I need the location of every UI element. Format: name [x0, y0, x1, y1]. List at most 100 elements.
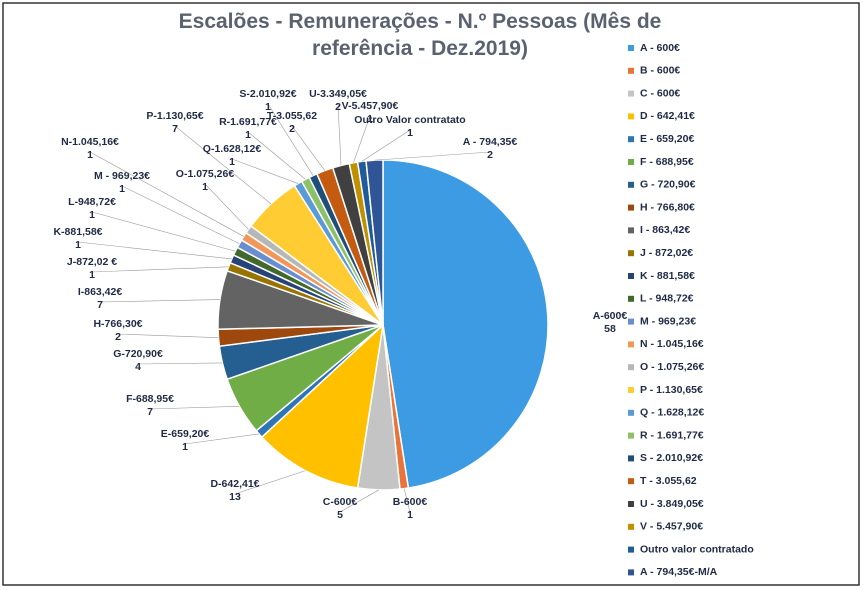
legend-label: N - 1.045,16€ — [640, 338, 704, 350]
leader-line — [353, 115, 371, 163]
legend-swatch — [628, 90, 634, 97]
data-label-value: 1 — [265, 101, 271, 113]
legend-label: T - 3.055,62 — [640, 475, 697, 487]
data-label-value: 1 — [367, 113, 373, 125]
data-label-value: 1 — [407, 127, 413, 139]
legend-swatch — [628, 478, 634, 485]
data-label-value: 1 — [202, 181, 208, 193]
legend-swatch — [628, 273, 634, 279]
data-label-value: 1 — [245, 129, 251, 141]
legend-label: H - 766,80€ — [640, 201, 695, 213]
data-label-name: Q-1.628,12€ — [203, 143, 262, 155]
pie-slice — [382, 159, 549, 489]
data-label-name: V-5.457,90€ — [342, 100, 399, 112]
data-label-value: 1 — [75, 239, 81, 251]
legend-swatch — [628, 432, 634, 439]
data-label-name: O-1.075,26€ — [176, 168, 235, 180]
legend-label: I - 863,42€ — [640, 224, 690, 236]
data-label-name: A - 794,35€ — [463, 136, 518, 148]
leader-line — [99, 299, 220, 303]
legend-swatch — [628, 501, 634, 507]
legend-label: D - 642,41€ — [640, 110, 695, 122]
leader-line — [91, 211, 236, 252]
leader-line — [174, 125, 272, 205]
data-label-value: 4 — [135, 361, 141, 373]
legend-label: S - 2.010,92€ — [640, 452, 703, 464]
data-label-name: I-863,42€ — [78, 286, 123, 298]
legend-swatch — [628, 136, 634, 143]
legend-swatch — [628, 387, 634, 393]
chart-title: Escalões - Remunerações - N.º Pessoas (M… — [178, 10, 662, 60]
leader-line — [89, 151, 244, 237]
data-label-name: D-642,41€ — [210, 478, 259, 490]
leader-line — [77, 241, 232, 260]
leader-line — [117, 333, 219, 339]
data-label-name: L-948,72€ — [68, 196, 116, 208]
leader-line — [291, 125, 326, 171]
data-label-name: E-659,20€ — [161, 428, 210, 440]
legend-swatch — [628, 409, 634, 416]
legend-label: V - 5.457,90€ — [640, 521, 703, 533]
data-label-name: G-720,90€ — [113, 348, 163, 360]
legend-swatch — [628, 318, 634, 325]
data-label-value: 7 — [172, 123, 178, 135]
legend-swatch — [628, 159, 634, 165]
leader-line — [137, 362, 223, 365]
data-label-name: R-1.691,77€ — [219, 116, 277, 128]
legend-label: P - 1.130,65€ — [640, 384, 703, 396]
legend-label: C - 600€ — [640, 87, 680, 99]
data-label-value: 1 — [119, 183, 125, 195]
legend-swatch — [628, 181, 634, 188]
data-label-name: C-600€ — [323, 496, 358, 508]
data-label-name: S-2.010,92€ — [239, 88, 296, 100]
leader-line — [231, 158, 299, 184]
leader-line — [374, 151, 491, 161]
data-label-name: H-766,30€ — [93, 318, 142, 330]
leader-line — [337, 103, 342, 166]
legend-label: A - 600€ — [640, 42, 680, 54]
legend-swatch — [628, 569, 634, 576]
data-label-name: N-1.045,16€ — [61, 136, 119, 148]
legend-swatch — [628, 523, 634, 530]
data-label-name: P-1.130,65€ — [146, 110, 203, 122]
legend-label: J - 872,02€ — [640, 247, 693, 259]
data-label-value: 1 — [89, 209, 95, 221]
legend-swatch — [628, 204, 634, 211]
legend-label: K - 881,58€ — [640, 270, 695, 282]
data-label-value: 1 — [89, 269, 95, 281]
leader-line — [184, 433, 260, 445]
legend-swatch — [628, 227, 634, 234]
data-label-name: K-881,58€ — [53, 226, 102, 238]
legend-swatch — [628, 67, 634, 74]
data-label-name: T-3.055,62 — [267, 110, 317, 122]
legend-label: U - 3.849,05€ — [640, 498, 704, 510]
legend-label: B - 600€ — [640, 65, 680, 77]
legend-swatch — [628, 546, 634, 553]
data-label-value: 1 — [87, 149, 93, 161]
data-label-value: 2 — [115, 331, 121, 343]
data-label-value: 7 — [97, 299, 103, 311]
data-label-value: 7 — [147, 406, 153, 418]
data-label-value: 1 — [182, 441, 188, 453]
legend-label: Q - 1.628,12€ — [640, 407, 704, 419]
data-label-value: 5 — [337, 509, 343, 521]
data-label-value: 13 — [229, 491, 241, 503]
legend-swatch — [628, 364, 634, 371]
legend-label: G - 720,90€ — [640, 179, 696, 191]
legend-label: Outro valor contratado — [640, 543, 754, 555]
leader-line — [121, 185, 240, 244]
legend-label: F - 688,95€ — [640, 156, 694, 168]
legend-swatch — [628, 250, 634, 257]
data-label-value: 58 — [604, 323, 616, 335]
leader-line — [204, 183, 249, 230]
data-label-value: 2 — [289, 123, 295, 135]
legend-label: E - 659,20€ — [640, 133, 694, 145]
pie-slice — [260, 322, 385, 489]
leader-line — [339, 489, 379, 513]
leader-line — [234, 470, 306, 495]
leader-line — [247, 131, 306, 180]
leader-line — [403, 488, 411, 513]
data-label-name: M - 969,23€ — [94, 170, 150, 182]
